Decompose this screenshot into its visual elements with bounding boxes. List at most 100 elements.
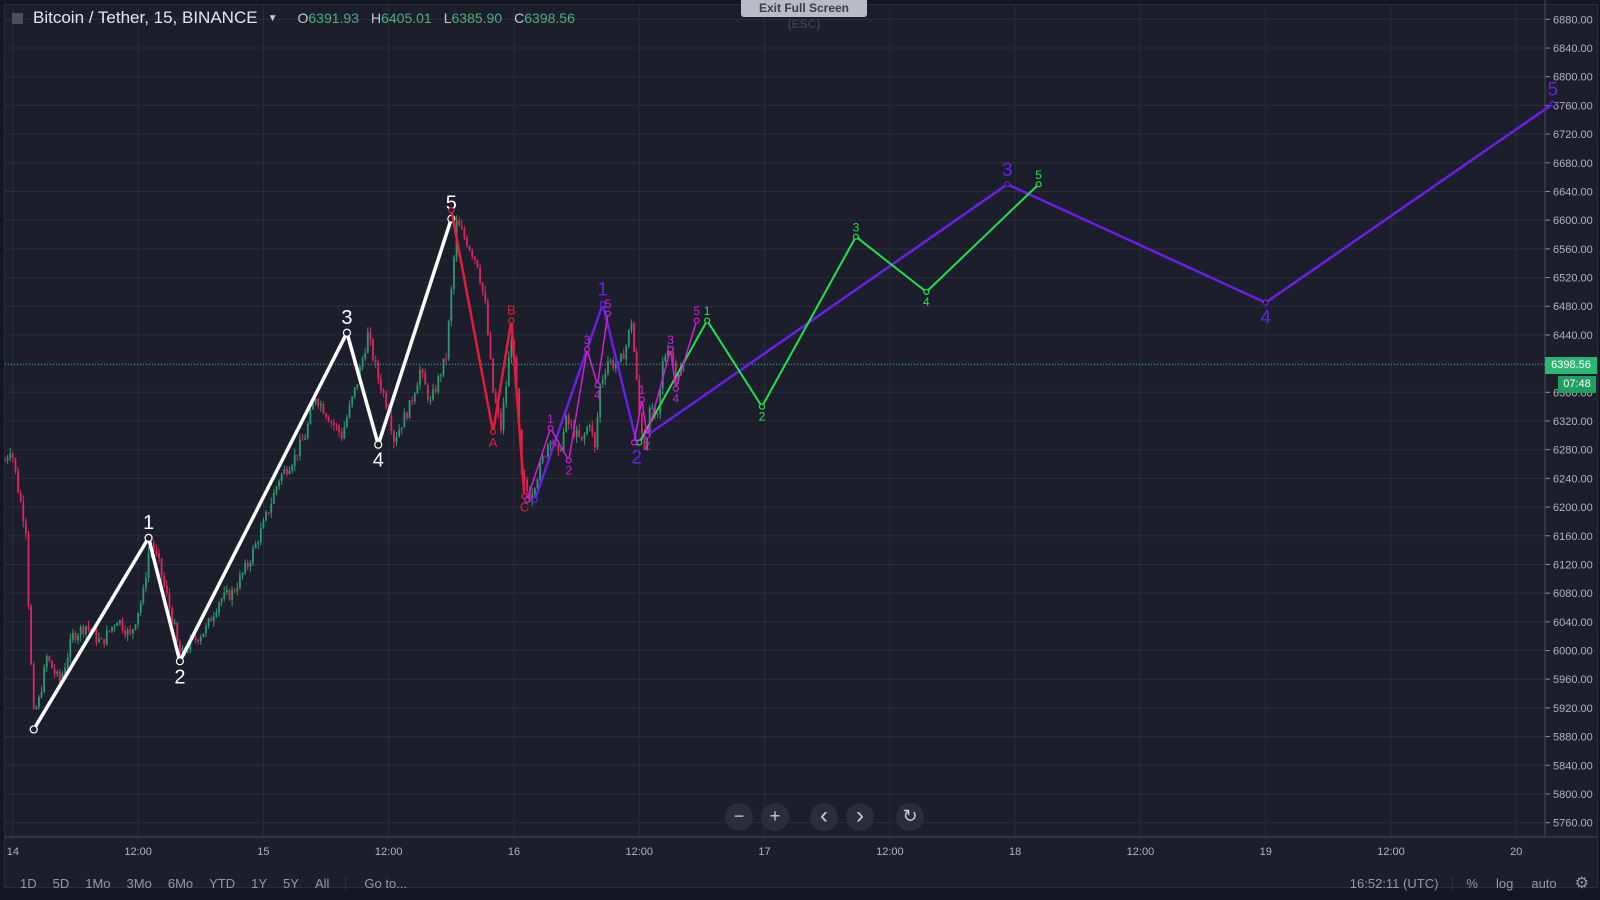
wave-point: [667, 346, 674, 353]
y-tick-label: 6760.00: [1553, 100, 1593, 112]
y-tick-label: 6240.00: [1553, 473, 1593, 485]
wave-label: 3: [667, 333, 674, 347]
candle-body: [601, 379, 604, 385]
candle-body: [51, 660, 53, 669]
candle-body: [426, 384, 429, 400]
wave-label: C: [520, 499, 529, 514]
candle-body: [633, 323, 635, 352]
candle-body: [434, 389, 437, 392]
candle-body: [32, 664, 35, 709]
candle-body: [98, 638, 100, 642]
wave-label: 4: [923, 295, 930, 309]
last-price-badge: 6398.56: [1545, 357, 1597, 374]
x-tick-label: 12:00: [375, 846, 403, 858]
scroll-left-button[interactable]: ‹: [810, 803, 838, 831]
y-tick-label: 5800.00: [1553, 789, 1593, 801]
candle-body: [552, 441, 555, 445]
range-1y-button[interactable]: 1Y: [251, 875, 268, 891]
wave-point: [923, 288, 930, 295]
symbol-square-icon[interactable]: [12, 12, 23, 24]
utc-clock[interactable]: 16:52:11 (UTC): [1341, 875, 1454, 891]
scale-tools: 16:52:11 (UTC) % log auto ⚙: [1341, 866, 1598, 900]
candle-body: [105, 630, 108, 645]
y-tick-label: 5880.00: [1553, 732, 1593, 744]
candle-body: [651, 407, 654, 409]
candle-body: [638, 379, 641, 414]
candle-body: [672, 352, 675, 363]
candle-body: [664, 356, 667, 362]
range-3mo-button[interactable]: 3Mo: [126, 875, 152, 891]
candle-body: [393, 430, 395, 443]
candle-body: [312, 403, 314, 410]
chevron-down-icon[interactable]: ▼: [267, 12, 278, 24]
candle-body: [160, 558, 163, 576]
candle-body: [19, 492, 22, 502]
candle-body: [667, 350, 669, 357]
candle-body: [155, 550, 158, 554]
y-tick-label: 6560.00: [1553, 244, 1593, 256]
range-all-button[interactable]: All: [314, 875, 330, 891]
candle-body: [100, 638, 103, 640]
candle-body: [593, 432, 596, 448]
range-6mo-button[interactable]: 6Mo: [167, 875, 194, 891]
candle-body: [11, 453, 14, 459]
candle-body: [476, 259, 479, 268]
candle-body: [35, 707, 38, 709]
range-5y-button[interactable]: 5Y: [283, 875, 299, 891]
symbol-title[interactable]: Bitcoin / Tether, 15, BINANCE: [33, 8, 258, 27]
candle-body: [330, 421, 333, 423]
x-tick-label: 18: [1009, 846, 1021, 858]
candle-body: [567, 415, 570, 425]
candle-body: [231, 590, 233, 600]
high-value: 6405.01: [381, 10, 432, 26]
wave-point: [599, 300, 606, 308]
zoom-in-button[interactable]: +: [761, 803, 789, 831]
gear-icon[interactable]: ⚙: [1574, 875, 1589, 892]
wave-purple-primary: 1 2 3 4 5: [531, 79, 1558, 503]
candle-body: [489, 334, 492, 359]
wave-point: [342, 328, 352, 337]
candle-body: [437, 375, 440, 392]
log-scale-toggle[interactable]: log: [1495, 875, 1514, 891]
candle-body: [400, 427, 403, 430]
y-tick-label: 6520.00: [1553, 273, 1593, 285]
wave-point: [374, 440, 383, 449]
candle-body: [560, 450, 562, 452]
wave-label: 5: [446, 193, 457, 215]
percent-scale-toggle[interactable]: %: [1466, 875, 1478, 891]
goto-date-button[interactable]: Go to...: [345, 875, 407, 891]
wave-point: [490, 428, 497, 435]
low-label: L: [443, 10, 452, 26]
candle-body: [56, 671, 59, 674]
wave-magenta-minor-1: 1 2 3 4 5: [523, 297, 612, 503]
exit-fullscreen-button[interactable]: Exit Full Screen (ESC): [741, 0, 867, 31]
range-1mo-button[interactable]: 1Mo: [85, 875, 111, 891]
candle-body: [30, 605, 33, 665]
candle-body: [142, 587, 145, 603]
candle-body: [481, 282, 484, 292]
zoom-out-button[interactable]: −: [725, 803, 753, 831]
range-1d-button[interactable]: 1D: [20, 875, 37, 891]
candle-body: [249, 562, 252, 567]
wave-label: 4: [672, 392, 679, 406]
candle-body: [505, 386, 508, 404]
y-tick-label: 5920.00: [1553, 703, 1593, 715]
candle-body: [270, 503, 273, 513]
range-5d-button[interactable]: 5D: [52, 875, 70, 891]
auto-scale-toggle[interactable]: auto: [1531, 875, 1557, 891]
chart-frame[interactable]: [4, 4, 1598, 888]
candle-body: [291, 465, 294, 471]
scroll-right-button[interactable]: ›: [846, 803, 874, 831]
reset-chart-button[interactable]: ↻: [896, 803, 924, 831]
wave-label: 3: [1002, 160, 1013, 181]
candle-body: [659, 389, 662, 414]
range-ytd-button[interactable]: YTD: [209, 875, 236, 891]
candle-body: [233, 590, 236, 592]
candle-body: [421, 369, 424, 374]
candle-body: [53, 668, 56, 674]
wave-line: [633, 320, 698, 443]
candle-body: [596, 417, 599, 448]
candle-body: [22, 501, 25, 522]
